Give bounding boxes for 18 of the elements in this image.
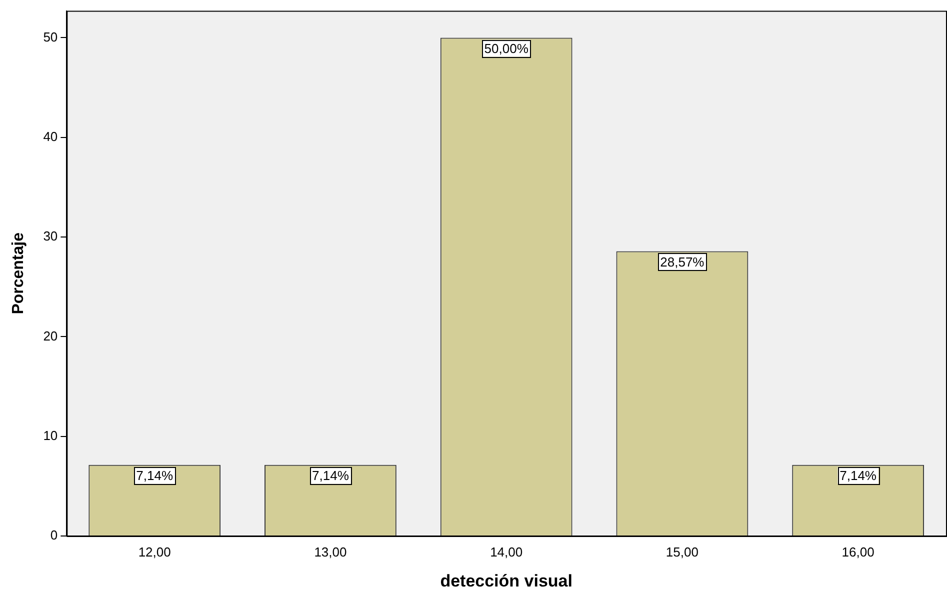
y-tick-label: 40: [43, 128, 58, 144]
y-tick-label: 20: [43, 328, 58, 344]
x-tick-label: 15,00: [666, 544, 698, 560]
y-tick-label: 30: [43, 228, 58, 244]
x-tick-label: 14,00: [490, 544, 523, 560]
x-tick-label: 13,00: [314, 544, 347, 560]
y-axis-title: Porcentaje: [10, 232, 28, 314]
data-label: 28,57%: [660, 254, 705, 270]
y-tick-label: 50: [43, 29, 58, 44]
y-tick-label: 0: [50, 528, 58, 543]
x-tick-label: 12,00: [138, 544, 171, 560]
data-label: 7,14%: [840, 468, 877, 483]
data-label: 50,00%: [484, 40, 529, 56]
y-tick-label: 10: [43, 428, 58, 443]
x-axis-title: detección visual: [440, 571, 572, 590]
data-label: 7,14%: [136, 468, 174, 483]
x-tick-label: 16,00: [842, 544, 874, 560]
data-label: 7,14%: [312, 468, 350, 483]
